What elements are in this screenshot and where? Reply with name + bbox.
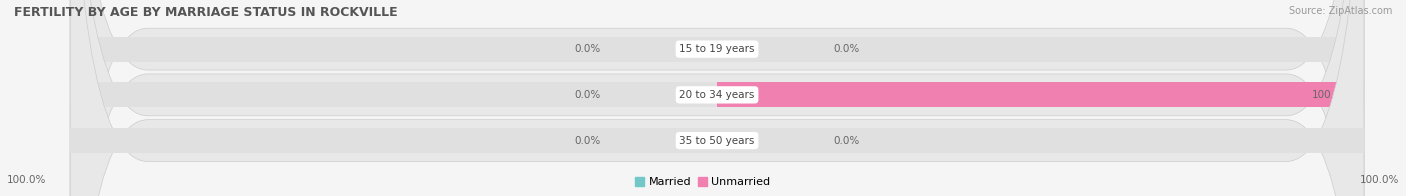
Text: FERTILITY BY AGE BY MARRIAGE STATUS IN ROCKVILLE: FERTILITY BY AGE BY MARRIAGE STATUS IN R… — [14, 6, 398, 19]
Text: 100.0%: 100.0% — [1360, 175, 1399, 185]
Legend: Married, Unmarried: Married, Unmarried — [634, 176, 772, 189]
Text: 0.0%: 0.0% — [575, 44, 600, 54]
Text: 0.0%: 0.0% — [834, 44, 859, 54]
Text: 15 to 19 years: 15 to 19 years — [679, 44, 755, 54]
Bar — [70, 128, 717, 153]
Text: 0.0%: 0.0% — [575, 90, 600, 100]
Text: Source: ZipAtlas.com: Source: ZipAtlas.com — [1288, 6, 1392, 16]
Bar — [717, 82, 1364, 107]
Text: 20 to 34 years: 20 to 34 years — [679, 90, 755, 100]
Text: 0.0%: 0.0% — [575, 136, 600, 146]
Bar — [717, 128, 1364, 153]
Text: 0.0%: 0.0% — [834, 136, 859, 146]
FancyBboxPatch shape — [70, 0, 1364, 196]
Bar — [70, 37, 717, 62]
Bar — [717, 37, 1364, 62]
Bar — [70, 82, 717, 107]
Text: 35 to 50 years: 35 to 50 years — [679, 136, 755, 146]
FancyBboxPatch shape — [70, 0, 1364, 196]
Text: 100.0%: 100.0% — [7, 175, 46, 185]
FancyBboxPatch shape — [70, 0, 1364, 196]
Bar — [717, 82, 1364, 107]
Text: 100.0%: 100.0% — [1312, 90, 1351, 100]
